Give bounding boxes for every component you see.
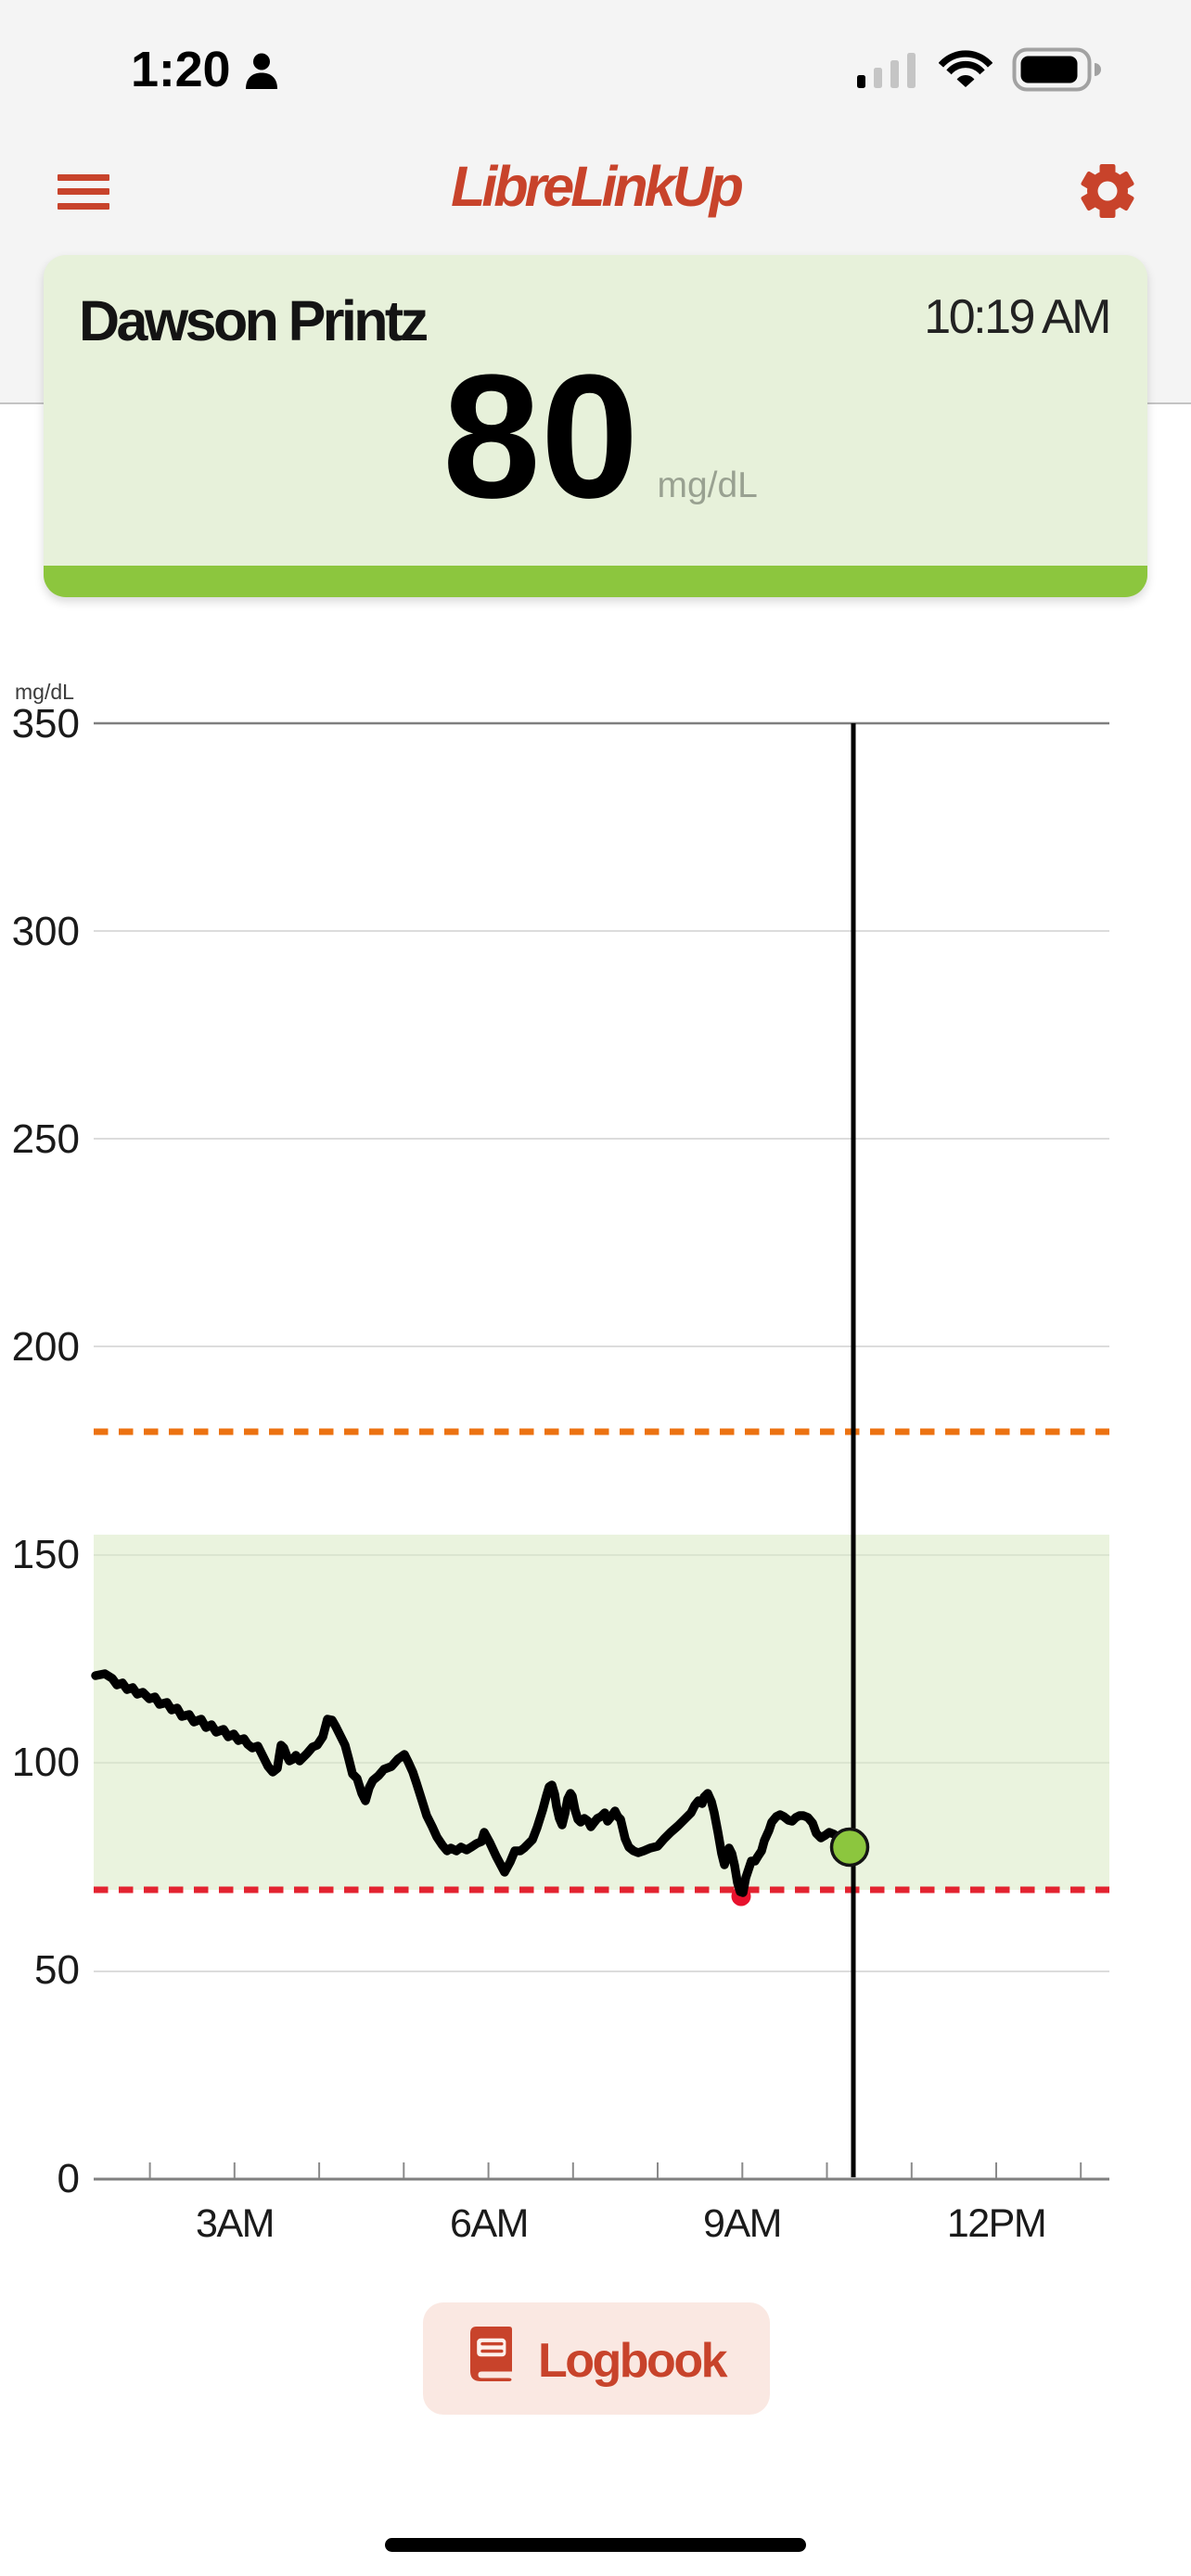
svg-text:200: 200	[12, 1324, 80, 1370]
svg-text:mg/dL: mg/dL	[15, 680, 74, 704]
svg-text:0: 0	[58, 2156, 80, 2201]
svg-text:50: 50	[34, 1947, 80, 1993]
svg-text:6AM: 6AM	[450, 2201, 528, 2246]
svg-text:3AM: 3AM	[196, 2201, 274, 2246]
svg-text:300: 300	[12, 909, 80, 954]
svg-text:12PM: 12PM	[947, 2201, 1045, 2246]
svg-text:100: 100	[12, 1740, 80, 1785]
svg-text:150: 150	[12, 1532, 80, 1577]
svg-text:9AM: 9AM	[703, 2201, 781, 2246]
svg-text:350: 350	[12, 701, 80, 746]
svg-text:250: 250	[12, 1116, 80, 1162]
